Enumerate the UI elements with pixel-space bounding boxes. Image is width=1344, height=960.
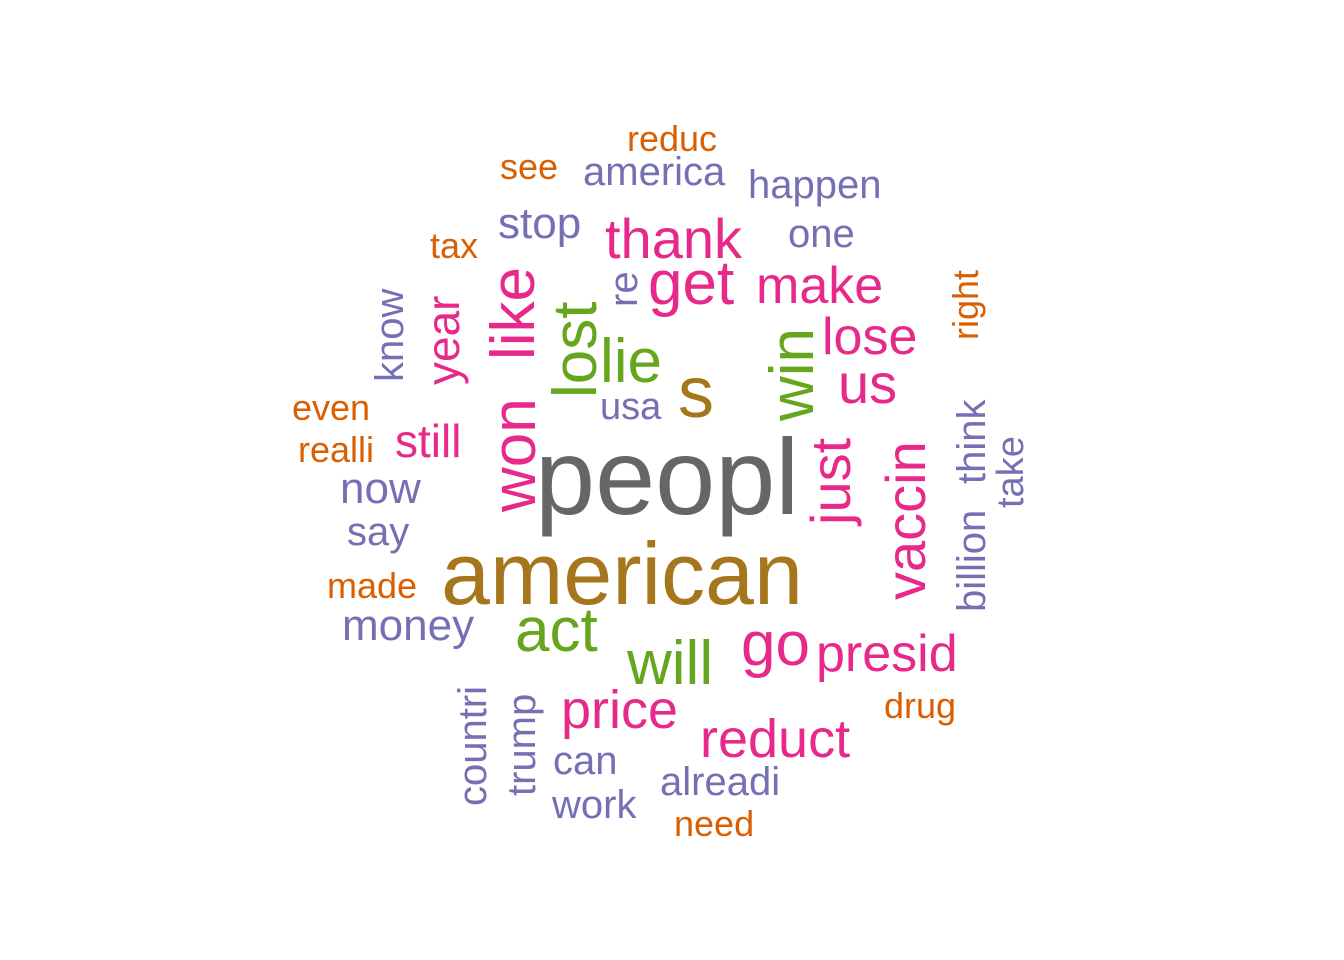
- word-drug: drug: [884, 685, 957, 726]
- word-stop: stop: [498, 199, 582, 248]
- word-lost: lost: [541, 301, 610, 398]
- word-vaccin: vaccin: [874, 441, 937, 600]
- word-lose: lose: [822, 308, 918, 366]
- word-lie: lie: [600, 327, 663, 396]
- word-reduc: reduc: [627, 118, 718, 159]
- word-usa: usa: [600, 386, 662, 428]
- word-american: american: [441, 524, 803, 623]
- word-realli: realli: [298, 429, 375, 470]
- word-thank: thank: [605, 207, 742, 270]
- word-re: re: [602, 271, 646, 307]
- word-one: one: [788, 212, 855, 256]
- word-presid: presid: [816, 625, 958, 683]
- word-billion: billion: [950, 509, 994, 612]
- word-just: just: [799, 437, 862, 525]
- word-work: work: [552, 783, 637, 827]
- word-win: win: [758, 327, 827, 421]
- word-countri: countri: [451, 685, 495, 806]
- word-now: now: [340, 464, 421, 513]
- word-price: price: [561, 680, 679, 740]
- word-us: us: [838, 352, 898, 415]
- word-go: go: [741, 610, 810, 679]
- word-can: can: [553, 739, 618, 783]
- word-say: say: [347, 510, 410, 554]
- word-happen: happen: [748, 163, 882, 207]
- word-reduct: reduct: [700, 709, 851, 769]
- word-will: will: [627, 629, 714, 698]
- word-need: need: [674, 803, 755, 844]
- word-made: made: [327, 565, 418, 606]
- word-even: even: [292, 387, 371, 428]
- word-s: s: [678, 353, 714, 433]
- word-alreadi: alreadi: [660, 760, 781, 804]
- word-tax: tax: [430, 225, 479, 266]
- word-make: make: [756, 257, 884, 315]
- word-won: won: [480, 398, 549, 512]
- word-right: right: [945, 269, 986, 340]
- word-america: america: [583, 150, 726, 194]
- word-like: like: [479, 266, 548, 360]
- word-still: still: [395, 415, 462, 467]
- word-see: see: [500, 146, 559, 187]
- word-get: get: [648, 249, 735, 318]
- word-take: take: [990, 436, 1032, 508]
- word-money: money: [342, 601, 475, 650]
- word-know: know: [368, 288, 412, 382]
- word-year: year: [417, 295, 469, 385]
- word-peopl: peopl: [535, 416, 800, 537]
- word-act: act: [515, 596, 598, 665]
- word-trump: trump: [500, 693, 544, 796]
- word-think: think: [950, 399, 994, 485]
